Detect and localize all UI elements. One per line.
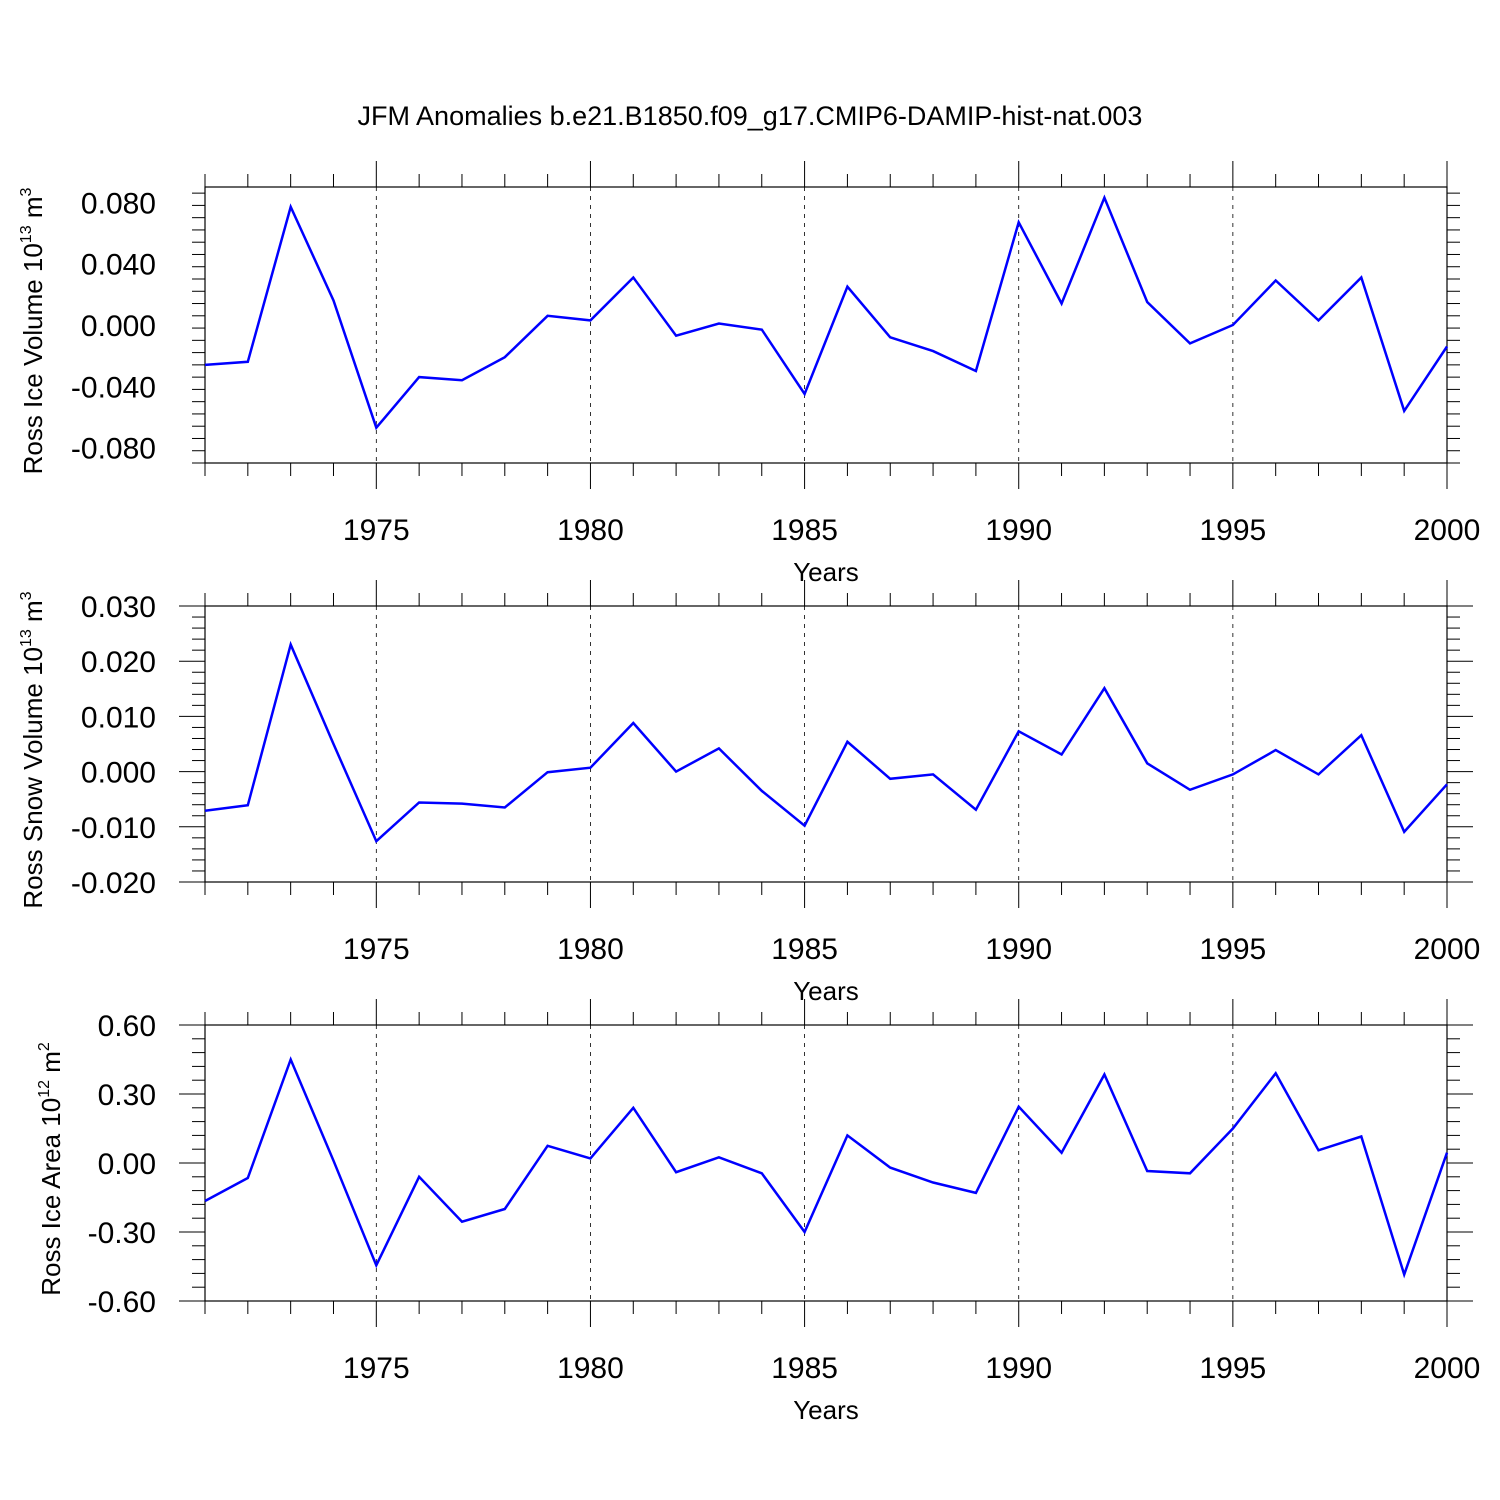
y-axis-title: Ross Snow Volume 1013 m3 bbox=[18, 591, 48, 908]
x-tick-label: 1995 bbox=[1199, 514, 1266, 547]
y-axis-title-exponent: 13 bbox=[18, 629, 35, 647]
y-tick-label: -0.30 bbox=[88, 1217, 156, 1250]
y-tick-label: -0.010 bbox=[71, 812, 156, 845]
y-tick-label: -0.020 bbox=[71, 867, 156, 900]
x-tick-label: 1980 bbox=[557, 1352, 624, 1385]
x-tick-label: 2000 bbox=[1414, 933, 1481, 966]
y-tick-label: 0.040 bbox=[81, 249, 156, 282]
x-tick-label: 1980 bbox=[557, 933, 624, 966]
y-axis-title: Ross Ice Volume 1013 m3 bbox=[18, 187, 48, 474]
y-tick-label: 0.080 bbox=[81, 187, 156, 220]
x-tick-label: 1975 bbox=[343, 514, 410, 547]
y-axis-title-text: Ross Snow Volume 10 bbox=[18, 647, 48, 909]
x-tick-label: 1985 bbox=[771, 933, 838, 966]
x-tick-label: 1975 bbox=[343, 1352, 410, 1385]
x-tick-label: 1990 bbox=[985, 933, 1052, 966]
x-tick-label: 1985 bbox=[771, 1352, 838, 1385]
y-axis-title-unit-exponent: 2 bbox=[36, 1042, 53, 1051]
x-tick-label: 1995 bbox=[1199, 933, 1266, 966]
x-tick-label: 2000 bbox=[1414, 514, 1481, 547]
y-tick-label: 0.020 bbox=[81, 646, 156, 679]
chart-panel-2: 1975 1980 1985 1990 1995 2000 Years 0.030 0.020 0… bbox=[18, 580, 1480, 1006]
y-tick-label: 0.000 bbox=[81, 757, 156, 790]
y-tick-label: 0.010 bbox=[81, 701, 156, 734]
y-tick-label: -0.60 bbox=[88, 1286, 156, 1319]
y-tick-label: -0.040 bbox=[71, 371, 156, 404]
plot-frame bbox=[204, 1024, 1448, 1302]
y-axis-title-unit: m bbox=[36, 1051, 66, 1080]
chart-panel-3: 1975 1980 1985 1990 1995 2000 Years 0.60 0.30 0.0… bbox=[36, 999, 1480, 1425]
chart-panel-1: 1975 1980 1985 1990 1995 2000 Years 0.080 0.040 0… bbox=[18, 161, 1480, 587]
y-axis-title-text: Ross Ice Volume 10 bbox=[18, 243, 48, 474]
y-tick-label: 0.030 bbox=[81, 591, 156, 624]
x-tick-label: 1990 bbox=[985, 514, 1052, 547]
y-tick-label: 0.30 bbox=[98, 1079, 156, 1112]
y-axis-title-unit-exponent: 3 bbox=[18, 187, 35, 196]
plot-frame bbox=[204, 186, 1448, 464]
x-tick-label: 2000 bbox=[1414, 1352, 1481, 1385]
y-tick-label: 0.000 bbox=[81, 310, 156, 343]
x-axis-title: Years bbox=[793, 557, 859, 587]
y-axis-title: Ross Ice Area 1012 m2 bbox=[36, 1042, 66, 1296]
data-series-line bbox=[204, 640, 1448, 844]
y-tick-label: 0.60 bbox=[98, 1010, 156, 1043]
y-tick-label: -0.080 bbox=[71, 433, 156, 466]
x-axis-title: Years bbox=[793, 976, 859, 1006]
x-tick-label: 1990 bbox=[985, 1352, 1052, 1385]
x-tick-label: 1975 bbox=[343, 933, 410, 966]
y-axis-title-exponent: 13 bbox=[18, 225, 35, 243]
y-axis-title-unit: m bbox=[18, 600, 48, 629]
y-tick-label: 0.00 bbox=[98, 1148, 156, 1181]
y-axis-title-unit: m bbox=[18, 196, 48, 225]
y-axis-title-text: Ross Ice Area 10 bbox=[36, 1098, 66, 1296]
x-tick-label: 1980 bbox=[557, 514, 624, 547]
x-tick-label: 1995 bbox=[1199, 1352, 1266, 1385]
x-tick-label: 1985 bbox=[771, 514, 838, 547]
x-axis-title: Years bbox=[793, 1395, 859, 1425]
y-axis-title-unit-exponent: 3 bbox=[18, 591, 35, 600]
data-series-line bbox=[204, 1056, 1449, 1279]
y-axis-title-exponent: 12 bbox=[36, 1080, 53, 1098]
data-series-line bbox=[204, 194, 1449, 431]
chart-title: JFM Anomalies b.e21.B1850.f09_g17.CMIP6-… bbox=[358, 101, 1143, 131]
plot-frame bbox=[204, 605, 1448, 883]
